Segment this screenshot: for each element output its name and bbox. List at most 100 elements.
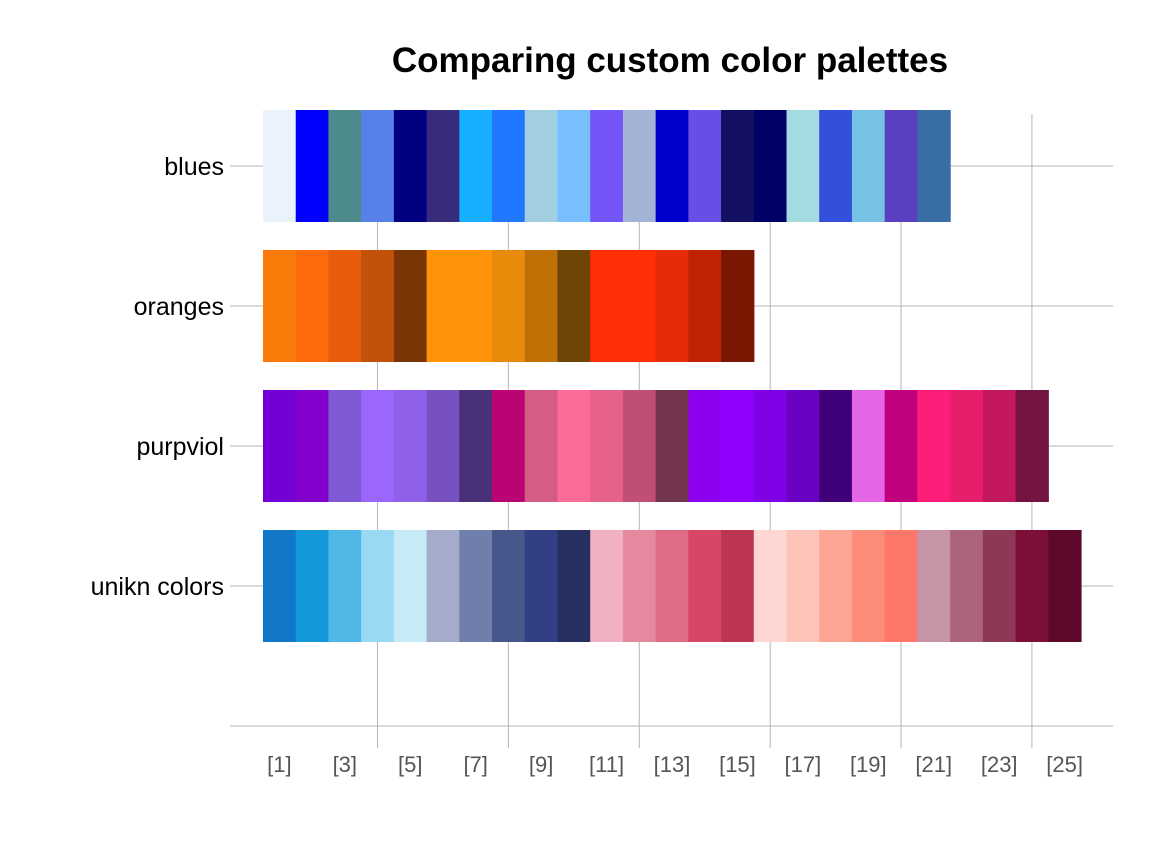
color-swatch (361, 390, 395, 502)
color-swatch (819, 110, 853, 222)
color-swatch (1015, 530, 1049, 642)
color-swatch (982, 390, 1017, 502)
color-swatch (426, 530, 460, 642)
x-tick-label: [19] (850, 752, 887, 777)
chart-title: Comparing custom color palettes (392, 41, 948, 80)
color-swatch (688, 110, 722, 222)
x-tick-label: [5] (398, 752, 422, 777)
color-swatch (786, 530, 820, 642)
color-swatch (950, 390, 984, 502)
color-swatch (721, 530, 755, 642)
palette-swatches (263, 110, 1082, 642)
color-swatch (950, 530, 984, 642)
color-swatch (982, 530, 1017, 642)
color-swatch (917, 530, 951, 642)
palette-label: unikn colors (91, 573, 224, 601)
x-tick-label: [23] (981, 752, 1018, 777)
x-tick-label: [9] (529, 752, 553, 777)
color-swatch (884, 110, 918, 222)
x-tick-label: [15] (719, 752, 756, 777)
color-swatch (263, 390, 297, 502)
color-swatch (590, 390, 624, 502)
x-tick-label: [3] (333, 752, 357, 777)
color-swatch (361, 110, 395, 222)
color-swatch (917, 390, 951, 502)
color-swatch (328, 250, 362, 362)
color-swatch (295, 250, 330, 362)
color-swatch (557, 390, 591, 502)
color-swatch (557, 110, 591, 222)
x-tick-label: [13] (654, 752, 691, 777)
color-swatch (524, 110, 559, 222)
color-swatch (295, 530, 330, 642)
color-swatch (753, 390, 788, 502)
x-axis-ticks: [1] [3] [5] [7] [9] [11] [13] [15] [17] [19] [21] [… (267, 752, 1083, 777)
color-swatch (622, 110, 657, 222)
color-swatch (819, 390, 853, 502)
color-swatch (557, 250, 591, 362)
color-swatch (590, 250, 624, 362)
color-swatch (328, 110, 362, 222)
color-swatch (492, 390, 526, 502)
color-swatch (524, 530, 559, 642)
color-swatch (393, 530, 428, 642)
color-swatch (884, 390, 918, 502)
color-swatch (688, 390, 722, 502)
color-swatch (459, 250, 493, 362)
x-tick-label: [21] (915, 752, 952, 777)
color-swatch (851, 110, 886, 222)
palette-label: oranges (134, 293, 224, 321)
color-swatch (328, 390, 362, 502)
color-swatch (688, 250, 722, 362)
color-swatch (655, 530, 689, 642)
color-swatch (590, 110, 624, 222)
color-swatch (851, 390, 886, 502)
color-swatch (622, 530, 657, 642)
color-swatch (721, 110, 755, 222)
color-swatch (263, 110, 297, 222)
color-swatch (655, 250, 689, 362)
color-swatch (590, 530, 624, 642)
x-tick-label: [17] (785, 752, 822, 777)
color-swatch (622, 390, 657, 502)
x-tick-label: [25] (1046, 752, 1083, 777)
color-swatch (426, 390, 460, 502)
color-swatch (263, 250, 297, 362)
color-swatch (721, 250, 755, 362)
palette-label: purpviol (136, 433, 224, 461)
palette-labels: blues oranges purpviol unikn colors (91, 153, 224, 601)
x-tick-label: [11] (589, 752, 624, 777)
color-swatch (524, 390, 559, 502)
color-swatch (1048, 530, 1082, 642)
color-swatch (655, 390, 689, 502)
color-swatch (753, 530, 788, 642)
color-swatch (459, 390, 493, 502)
color-swatch (426, 110, 460, 222)
color-swatch (492, 110, 526, 222)
color-swatch (557, 530, 591, 642)
palette-label: blues (164, 153, 224, 181)
color-swatch (426, 250, 460, 362)
color-swatch (328, 530, 362, 642)
color-swatch (295, 110, 330, 222)
color-swatch (688, 530, 722, 642)
color-swatch (1015, 390, 1049, 502)
color-swatch (884, 530, 918, 642)
color-swatch (492, 530, 526, 642)
x-tick-label: [1] (267, 752, 291, 777)
color-swatch (721, 390, 755, 502)
color-swatch (917, 110, 951, 222)
color-swatch (753, 110, 788, 222)
color-swatch (851, 530, 886, 642)
color-swatch (459, 530, 493, 642)
color-swatch (459, 110, 493, 222)
color-swatch (524, 250, 559, 362)
color-swatch (819, 530, 853, 642)
color-swatch (655, 110, 689, 222)
color-swatch (786, 390, 820, 502)
color-swatch (786, 110, 820, 222)
color-swatch (361, 250, 395, 362)
color-swatch (295, 390, 330, 502)
color-swatch (622, 250, 657, 362)
